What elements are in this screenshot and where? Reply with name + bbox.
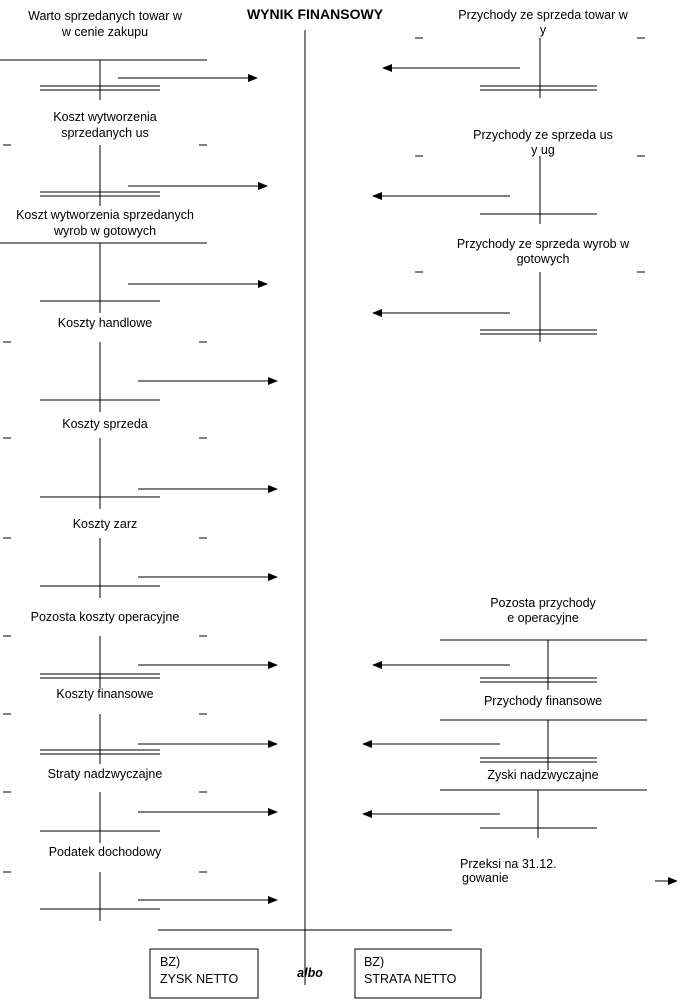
account-label: wyrob w gotowych [53,224,156,238]
account-label: Koszty finansowe [56,687,153,701]
account-label: Pozosta przychody [490,596,596,610]
connector: albo [297,966,323,980]
title: WYNIK FINANSOWY [247,6,384,22]
account-label: Przychody ze sprzeda towar w [458,8,628,22]
account-label: Przychody ze sprzeda wyrob w [457,237,630,251]
account-label: e operacyjne [507,611,579,625]
box-code: BZ) [160,955,180,969]
account-label: Przychody finansowe [484,694,602,708]
account-label: Koszt wytworzenia sprzedanych [16,208,194,222]
account-label: Zyski nadzwyczajne [487,768,598,782]
profit-box [149,948,259,999]
account-label: Koszty handlowe [58,316,153,330]
transfer-note: Przeksi na 31.12. [460,857,557,871]
account-label: sprzedanych us [61,126,149,140]
box-code: BZ) [364,955,384,969]
account-label: y [540,23,547,37]
loss-box [354,948,482,999]
account-label: gotowych [517,252,570,266]
account-label: Koszty zarz [73,517,138,531]
account-label: Przychody ze sprzeda us [473,128,613,142]
account-label: y ug [531,143,555,157]
box-name: ZYSK NETTO [160,972,239,986]
account-label: w cenie zakupu [61,25,148,39]
box-name: STRATA NETTO [364,972,457,986]
account-label: Straty nadzwyczajne [48,767,163,781]
account-label: Warto sprzedanych towar w [28,9,183,23]
transfer-note: gowanie [462,871,509,885]
account-label: Podatek dochodowy [49,845,162,859]
account-label: Pozosta koszty operacyjne [31,610,180,624]
account-label: Koszty sprzeda [62,417,148,431]
account-label: Koszt wytworzenia [53,110,157,124]
